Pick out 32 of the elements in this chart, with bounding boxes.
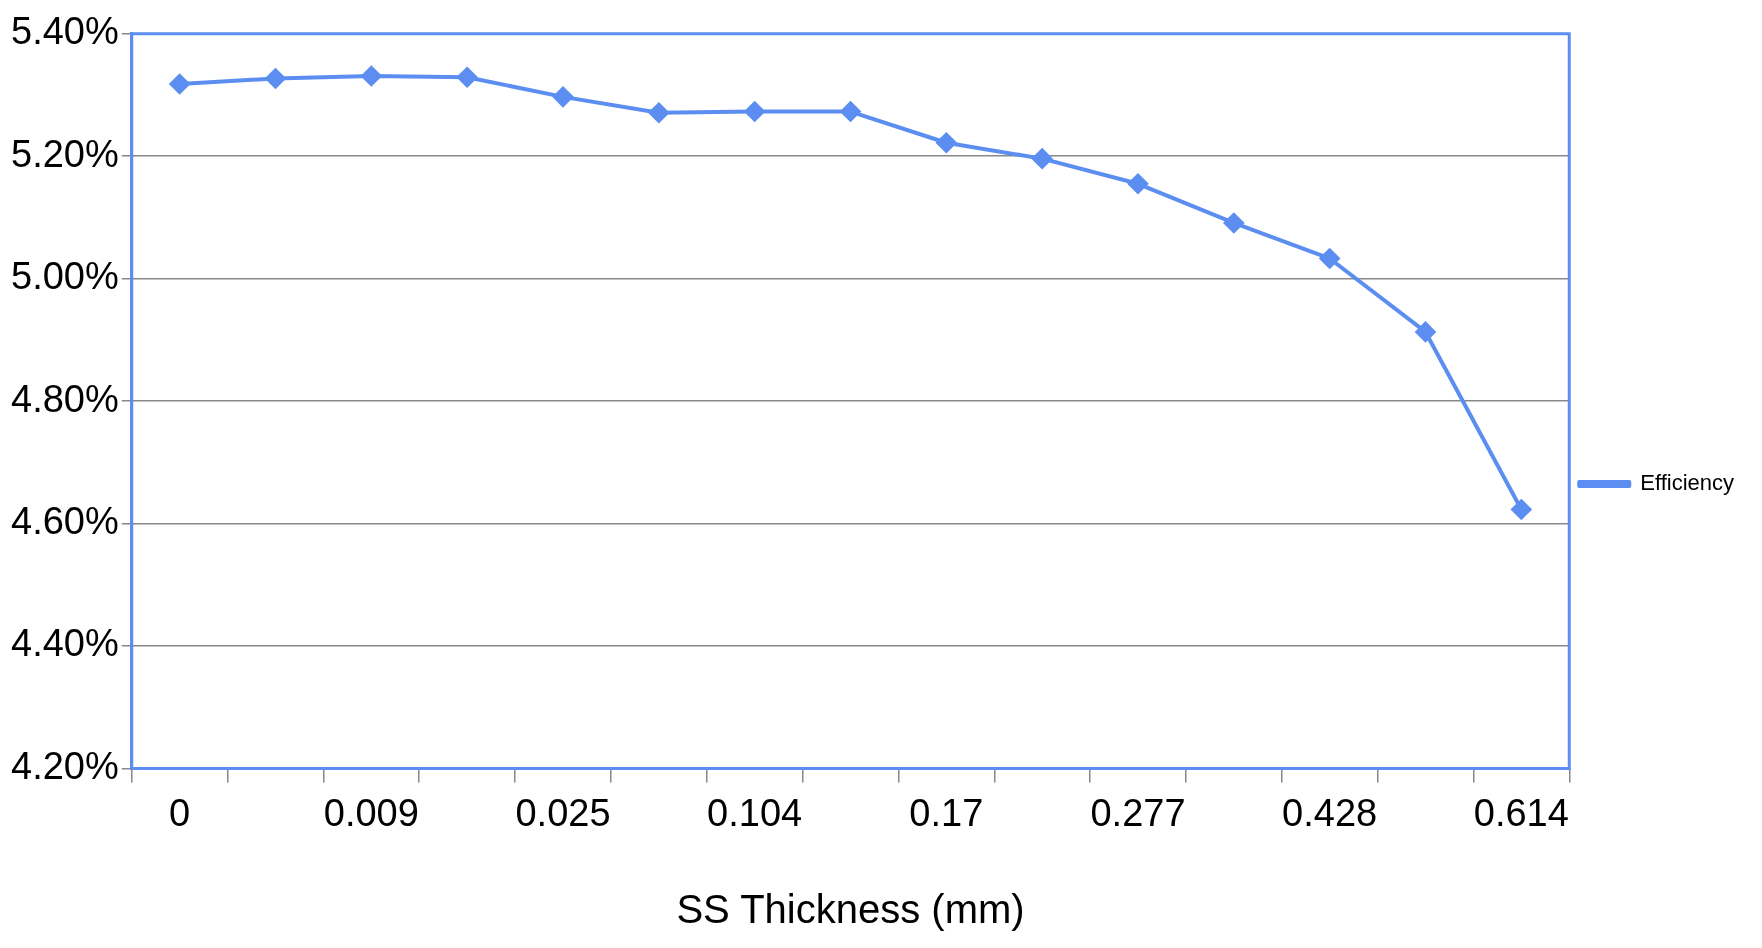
point [1511, 499, 1532, 520]
y-tick-label: 5.20% [11, 132, 119, 175]
x-axis-title: SS Thickness (mm) [676, 887, 1025, 932]
y-tick-label: 5.40% [11, 10, 119, 53]
y-tick-label: 4.80% [11, 377, 119, 420]
legend-label: Efficiency [1640, 470, 1734, 496]
point [1415, 321, 1436, 342]
x-tick-label: 0 [169, 791, 191, 834]
x-tick-label: 0.009 [323, 791, 419, 834]
point [1319, 248, 1340, 269]
point [361, 66, 382, 87]
point [553, 86, 573, 107]
y-tick-label: 4.60% [11, 500, 119, 543]
x-tick-label: 0.025 [515, 791, 611, 834]
point [265, 68, 286, 89]
x-tick-label: 0.104 [707, 791, 803, 834]
point [457, 67, 478, 88]
point [1032, 148, 1053, 169]
point [1128, 173, 1148, 194]
x-tick-label: 0.428 [1282, 791, 1378, 834]
point [936, 132, 957, 153]
x-tick-label: 0.614 [1473, 791, 1569, 834]
point [1223, 212, 1244, 233]
y-tick-label: 4.40% [11, 622, 119, 665]
y-tick-label: 5.00% [11, 255, 119, 298]
y-tick-label: 4.20% [11, 744, 119, 787]
point [169, 74, 190, 94]
x-tick-label: 0.17 [909, 791, 984, 834]
point [744, 101, 765, 122]
point [648, 102, 669, 123]
x-tick-label: 0.277 [1090, 791, 1186, 834]
point [840, 101, 861, 122]
